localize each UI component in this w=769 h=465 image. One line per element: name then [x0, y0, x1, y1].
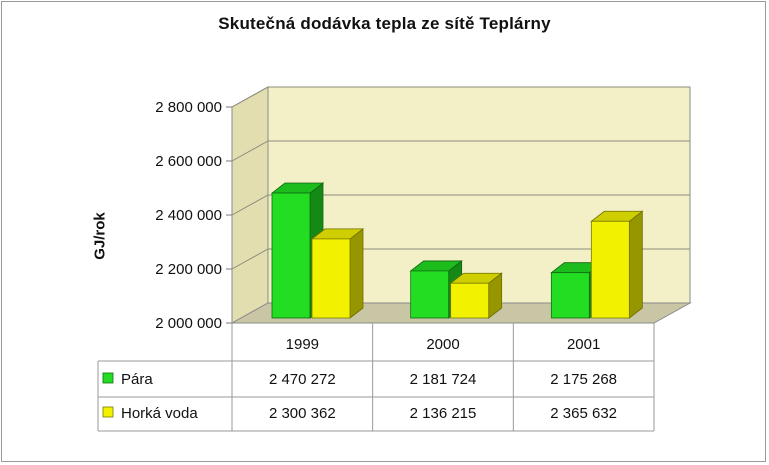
- gridline: [231, 140, 690, 162]
- bar-horká-voda-2001: [590, 210, 644, 319]
- bar-horká-voda-2000: [449, 272, 503, 319]
- legend-label: Horká voda: [121, 405, 198, 422]
- legend-swatch: [102, 372, 114, 384]
- y-tick-labels: 2 000 000 2 200 000 2 400 000 2 600 000 2 80…: [155, 99, 232, 332]
- gridline: [231, 86, 690, 108]
- chart-title: Skutečná dodávka tepla ze sítě Teplárny: [218, 14, 551, 33]
- data-label: 2 175 268: [550, 371, 617, 388]
- y-tick-label: 2 200 000: [155, 261, 222, 278]
- bar-front: [311, 238, 351, 319]
- bar-horká-voda-1999: [310, 228, 365, 319]
- data-label: 2 365 632: [550, 405, 617, 422]
- bar-front: [450, 282, 490, 319]
- x-tick-label: 2000: [426, 336, 459, 353]
- data-label: 2 181 724: [410, 371, 477, 388]
- y-tick-label: 2 400 000: [155, 207, 222, 224]
- data-label: 2 470 272: [269, 371, 336, 388]
- bar-front: [590, 220, 630, 319]
- bar-side: [628, 210, 643, 319]
- x-tick-label: 1999: [286, 336, 319, 353]
- bar-pára-2000: [409, 260, 463, 319]
- gridline: [231, 194, 690, 216]
- gridlines: [231, 86, 690, 270]
- legend-label: Pára: [121, 371, 153, 388]
- data-label: 2 136 215: [410, 405, 477, 422]
- bar-side: [349, 228, 364, 319]
- bar-front: [550, 272, 590, 319]
- x-tick-label: 2001: [567, 336, 600, 353]
- bars: [270, 182, 644, 319]
- legend-swatch: [102, 406, 114, 418]
- data-label: 2 300 362: [269, 405, 336, 422]
- gridline: [231, 248, 690, 270]
- data-table: 1999 2000 2001 Pára 2 470 272 2 181 724 2 175 …: [97, 323, 655, 432]
- y-tick-label: 2 000 000: [155, 315, 222, 332]
- bar-front: [271, 192, 311, 319]
- y-tick-label: 2 800 000: [155, 99, 222, 116]
- y-tick-label: 2 600 000: [155, 153, 222, 170]
- bar-front: [410, 270, 450, 319]
